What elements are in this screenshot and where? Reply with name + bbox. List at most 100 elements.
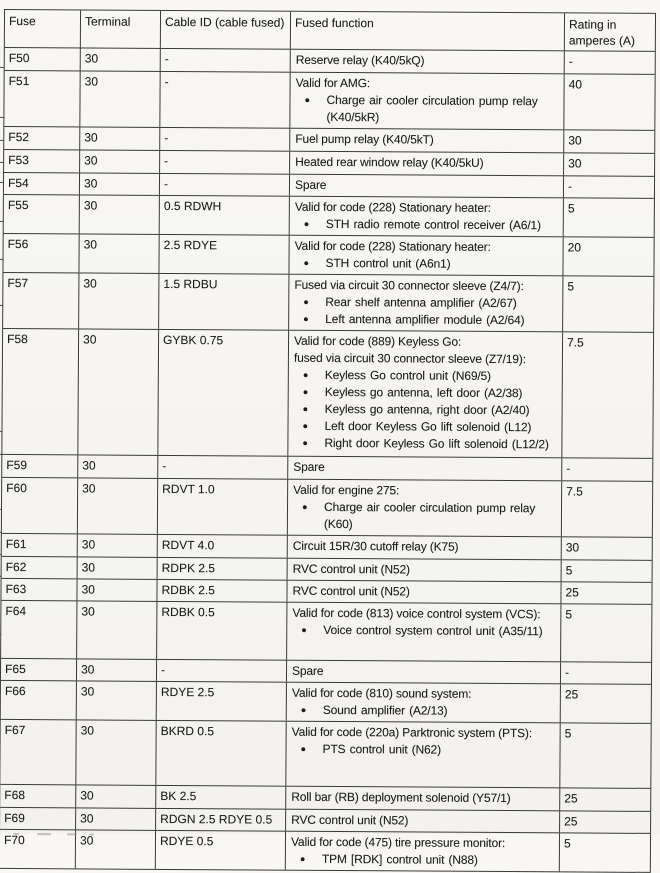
- terminal-value: 30: [80, 151, 160, 173]
- fused-function: Valid for code (228) Stationary heater:●…: [290, 196, 564, 236]
- cable-id: RDGN 2.5 RDYE 0.5: [156, 809, 286, 831]
- function-line: RVC control unit (N52): [291, 812, 555, 831]
- rating-value: 20: [563, 237, 653, 276]
- function-line: Valid for AMG:: [296, 75, 560, 94]
- function-bullet-text: Charge air cooler circulation pump relay…: [324, 499, 557, 534]
- scan-smudge: [13, 833, 19, 835]
- rating-value: 25: [560, 811, 650, 833]
- fused-function: RVC control unit (N52): [288, 559, 562, 582]
- fuse-id: F54: [4, 172, 80, 193]
- cable-id: 1.5 RDBU: [159, 274, 289, 330]
- fused-function: Valid for code (889) Keyless Go:fused vi…: [288, 330, 563, 457]
- fused-function: Fused via circuit 30 connector sleeve (Z…: [289, 274, 563, 331]
- rating-value: 30: [564, 154, 654, 176]
- function-line: Circuit 15R/30 cutoff relay (K75): [293, 538, 557, 557]
- fuse-id: F57: [3, 273, 79, 329]
- cable-id: RDBK 2.5: [157, 580, 287, 602]
- fuse-id: F53: [4, 150, 80, 171]
- cable-id: 2.5 RDYE: [159, 234, 289, 273]
- bullet-icon: ●: [294, 310, 325, 327]
- terminal-value: 30: [80, 72, 160, 128]
- fuse-id: F65: [1, 659, 77, 680]
- scan-line-overshoot: [0, 182, 4, 183]
- scan-line-overshoot: [0, 554, 2, 555]
- cable-id: RDYE 2.5: [157, 682, 287, 721]
- terminal-value: 30: [80, 128, 160, 150]
- fuse-id: F64: [1, 601, 77, 658]
- fused-function: Valid for code (813) voice control syste…: [287, 603, 561, 662]
- scan-line-overshoot: [0, 654, 1, 655]
- scanned-page: Fuse Terminal Cable ID (cable fused) Fus…: [0, 9, 656, 873]
- function-bullet-text: PTS control unit (N62): [322, 741, 555, 759]
- function-line: Valid for code (810) sound system:: [292, 685, 556, 704]
- terminal-value: 30: [79, 234, 159, 273]
- function-bullet-item: ●Voice control system control unit (A35/…: [292, 622, 556, 641]
- rating-value: -: [562, 458, 652, 481]
- function-bullet-text: Right door Keyless Go lift solenoid (L12…: [324, 435, 557, 453]
- cable-id: RDYE 0.5: [156, 831, 286, 870]
- fused-function: Roll bar (RB) deployment solenoid (Y57/1…: [286, 787, 560, 811]
- cable-id: -: [160, 72, 290, 128]
- bullet-icon: ●: [294, 254, 325, 271]
- scan-line-overshoot: [0, 509, 2, 510]
- bullet-icon: ●: [292, 702, 323, 719]
- function-line: RVC control unit (N52): [292, 583, 556, 602]
- fuse-id: F69: [0, 808, 76, 829]
- header-rating: Rating in amperes (A): [565, 13, 655, 51]
- fused-function: RVC control unit (N52): [287, 581, 561, 604]
- function-bullet-item: ●STH control unit (A6n1): [294, 254, 558, 273]
- fused-function: Circuit 15R/30 cutoff relay (K75): [288, 536, 562, 560]
- function-bullet-text: STH radio remote control receiver (A6/1): [326, 215, 559, 233]
- fuse-id: F66: [1, 681, 77, 720]
- terminal-value: 30: [76, 830, 156, 869]
- rating-value: 30: [564, 131, 654, 154]
- bullet-icon: ●: [294, 293, 325, 310]
- terminal-value: 30: [81, 49, 161, 71]
- fuse-id: F67: [0, 720, 76, 784]
- rating-value: 40: [564, 75, 654, 131]
- function-bullet-text: Keyless go antenna, right door (A2/40): [325, 401, 558, 419]
- terminal-value: 30: [77, 681, 157, 720]
- terminal-value: 30: [77, 579, 157, 601]
- fused-function: Valid for code (475) tire pressure monit…: [286, 832, 560, 872]
- cable-id: -: [161, 49, 291, 72]
- header-terminal: Terminal: [81, 10, 161, 48]
- function-line: Spare: [292, 663, 556, 682]
- fused-function: Spare: [287, 661, 561, 684]
- rating-value: 7.5: [562, 481, 652, 537]
- function-bullet-item: ●Charge air cooler circulation pump rela…: [295, 92, 559, 128]
- cable-id: RDPK 2.5: [158, 558, 288, 580]
- fused-function: Heated rear window relay (K40/5kU): [290, 152, 564, 175]
- cable-id: BKRD 0.5: [156, 721, 286, 786]
- cable-id: BK 2.5: [156, 786, 286, 809]
- scan-line-overshoot: [0, 259, 4, 260]
- terminal-value: 30: [78, 478, 158, 534]
- fuse-id: F63: [1, 579, 77, 600]
- bullet-icon: ●: [291, 741, 322, 758]
- fuse-allocation-table: Fuse Terminal Cable ID (cable fused) Fus…: [0, 9, 656, 873]
- function-bullet-item: ●Right door Keyless Go lift solenoid (L1…: [293, 435, 557, 454]
- function-bullet-item: ●TPM [RDK] control unit (N88): [291, 851, 555, 870]
- rating-value: -: [561, 662, 651, 684]
- function-bullet-text: Sound amplifier (A2/13): [323, 702, 556, 720]
- function-line: Valid for code (220a) Parktronic system …: [292, 724, 556, 743]
- function-line: Valid for code (475) tire pressure monit…: [291, 834, 555, 853]
- terminal-value: 30: [77, 601, 157, 658]
- fuse-id: F55: [4, 194, 80, 233]
- fuse-id: F56: [3, 234, 79, 273]
- fused-function: Valid for code (220a) Parktronic system …: [286, 722, 560, 788]
- terminal-value: 30: [79, 273, 159, 329]
- bullet-icon: ●: [293, 418, 324, 435]
- terminal-value: 30: [78, 455, 158, 477]
- rating-value: -: [564, 176, 654, 198]
- fuse-id: F70: [0, 830, 76, 869]
- function-bullet-item: ●Keyless go antenna, left door (A2/38): [294, 384, 558, 403]
- fuse-id: F50: [5, 48, 81, 70]
- rating-value: 25: [560, 788, 650, 811]
- bullet-icon: ●: [295, 92, 326, 126]
